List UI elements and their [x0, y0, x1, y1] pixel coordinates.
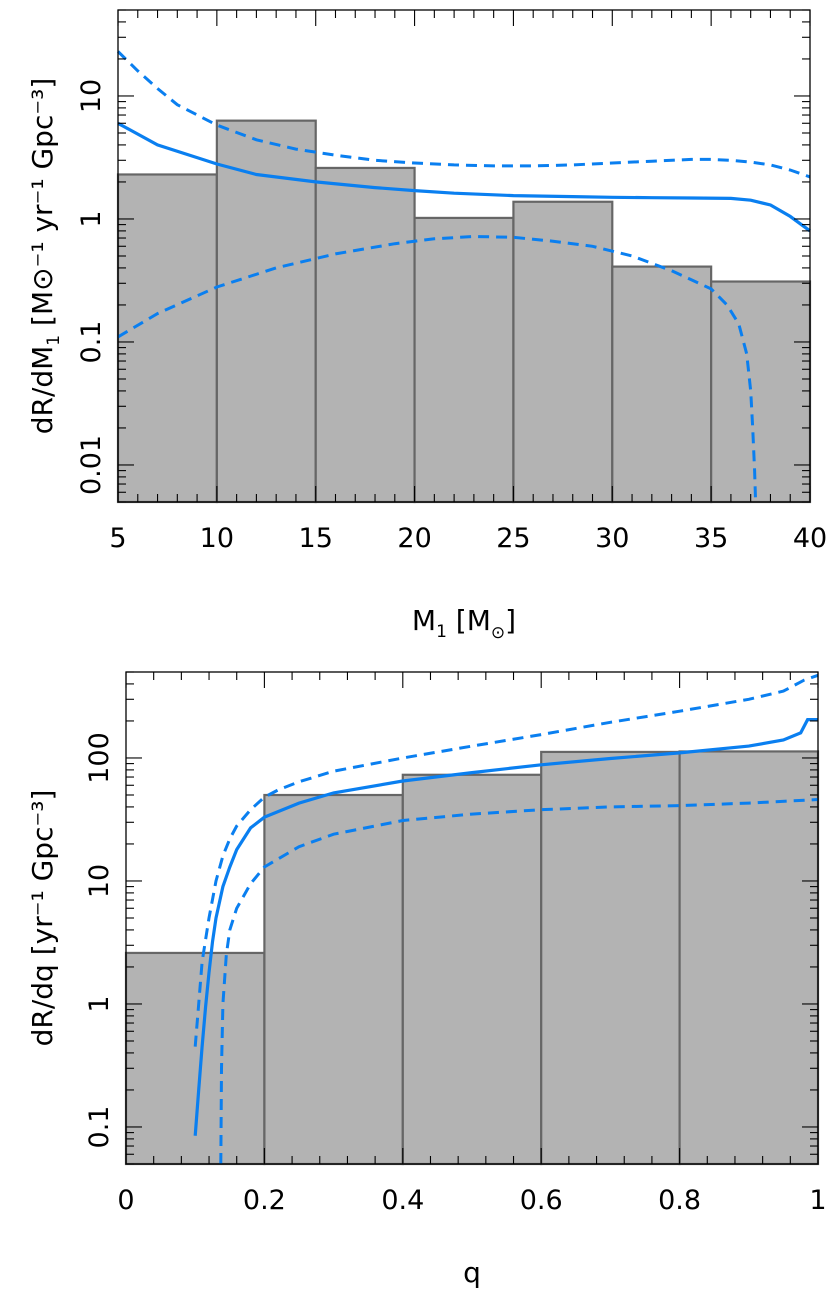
x-tick-label: 15 — [299, 523, 333, 554]
x-tick-label: 0.4 — [381, 1185, 424, 1216]
histogram-bar-5 — [611, 265, 713, 504]
curve-median — [193, 718, 818, 1136]
x-tick-label: 20 — [397, 523, 431, 554]
histogram-bar-6 — [710, 280, 812, 504]
x-tick-label: 25 — [496, 523, 530, 554]
y-tick-label: 1 — [76, 210, 107, 227]
x-tick-label: 35 — [694, 523, 728, 554]
x-tick-label: 0 — [117, 1185, 134, 1216]
curve-lower-90 — [219, 798, 819, 1165]
x-tick-label: 0.2 — [243, 1185, 286, 1216]
x-tick-label: 10 — [200, 523, 234, 554]
curve-upper-90 — [193, 673, 819, 1047]
y-tick-label: 10 — [76, 79, 107, 113]
y-axis-label: dR/dM1 [M⊙⁻¹ yr⁻¹ Gpc⁻³] — [26, 78, 64, 435]
y-tick-label: 1 — [84, 995, 115, 1012]
x-tick-label: 0.6 — [520, 1185, 563, 1216]
mass-chart: 5 10 15 20 25 30 35 40 0.01 0.1 1 10 M1 [M⊙] dR/dM1 [… — [26, 9, 827, 643]
y-tick-label: 0.01 — [76, 435, 107, 495]
histogram-bar-3 — [413, 216, 515, 504]
histogram-bar-2 — [401, 773, 543, 1166]
histogram-bar-3 — [540, 750, 681, 1166]
x-axis-label: q — [463, 1256, 481, 1289]
y-tick-label: 0.1 — [76, 320, 107, 363]
curve-median — [117, 121, 811, 233]
histogram-bar-1 — [215, 119, 317, 504]
x-tick-label: 30 — [595, 523, 629, 554]
histogram-bar-1 — [263, 793, 404, 1166]
histogram-bar-4 — [678, 750, 820, 1166]
y-tick-label: 0.1 — [84, 1105, 115, 1148]
x-tick-label: 40 — [793, 523, 827, 554]
histogram-bar-4 — [512, 200, 614, 504]
x-tick-label: 1 — [809, 1185, 826, 1216]
x-axis-label: M1 [M⊙] — [412, 604, 516, 643]
mass-ratio-chart: 0 0.2 0.4 0.6 0.8 1 0.1 1 10 100 q dR/dq [yr⁻¹ Gpc⁻… — [26, 671, 827, 1289]
histogram-bar-2 — [314, 166, 416, 504]
y-tick-label: 10 — [84, 864, 115, 898]
y-axis-label: dR/dq [yr⁻¹ Gpc⁻³] — [26, 790, 59, 1047]
curve-upper-90 — [116, 50, 811, 179]
x-tick-label: 5 — [109, 523, 126, 554]
y-tick-label: 100 — [84, 732, 115, 784]
histogram-bar-0 — [116, 173, 218, 504]
x-tick-label: 0.8 — [658, 1185, 701, 1216]
curve-lower-90 — [117, 234, 758, 503]
